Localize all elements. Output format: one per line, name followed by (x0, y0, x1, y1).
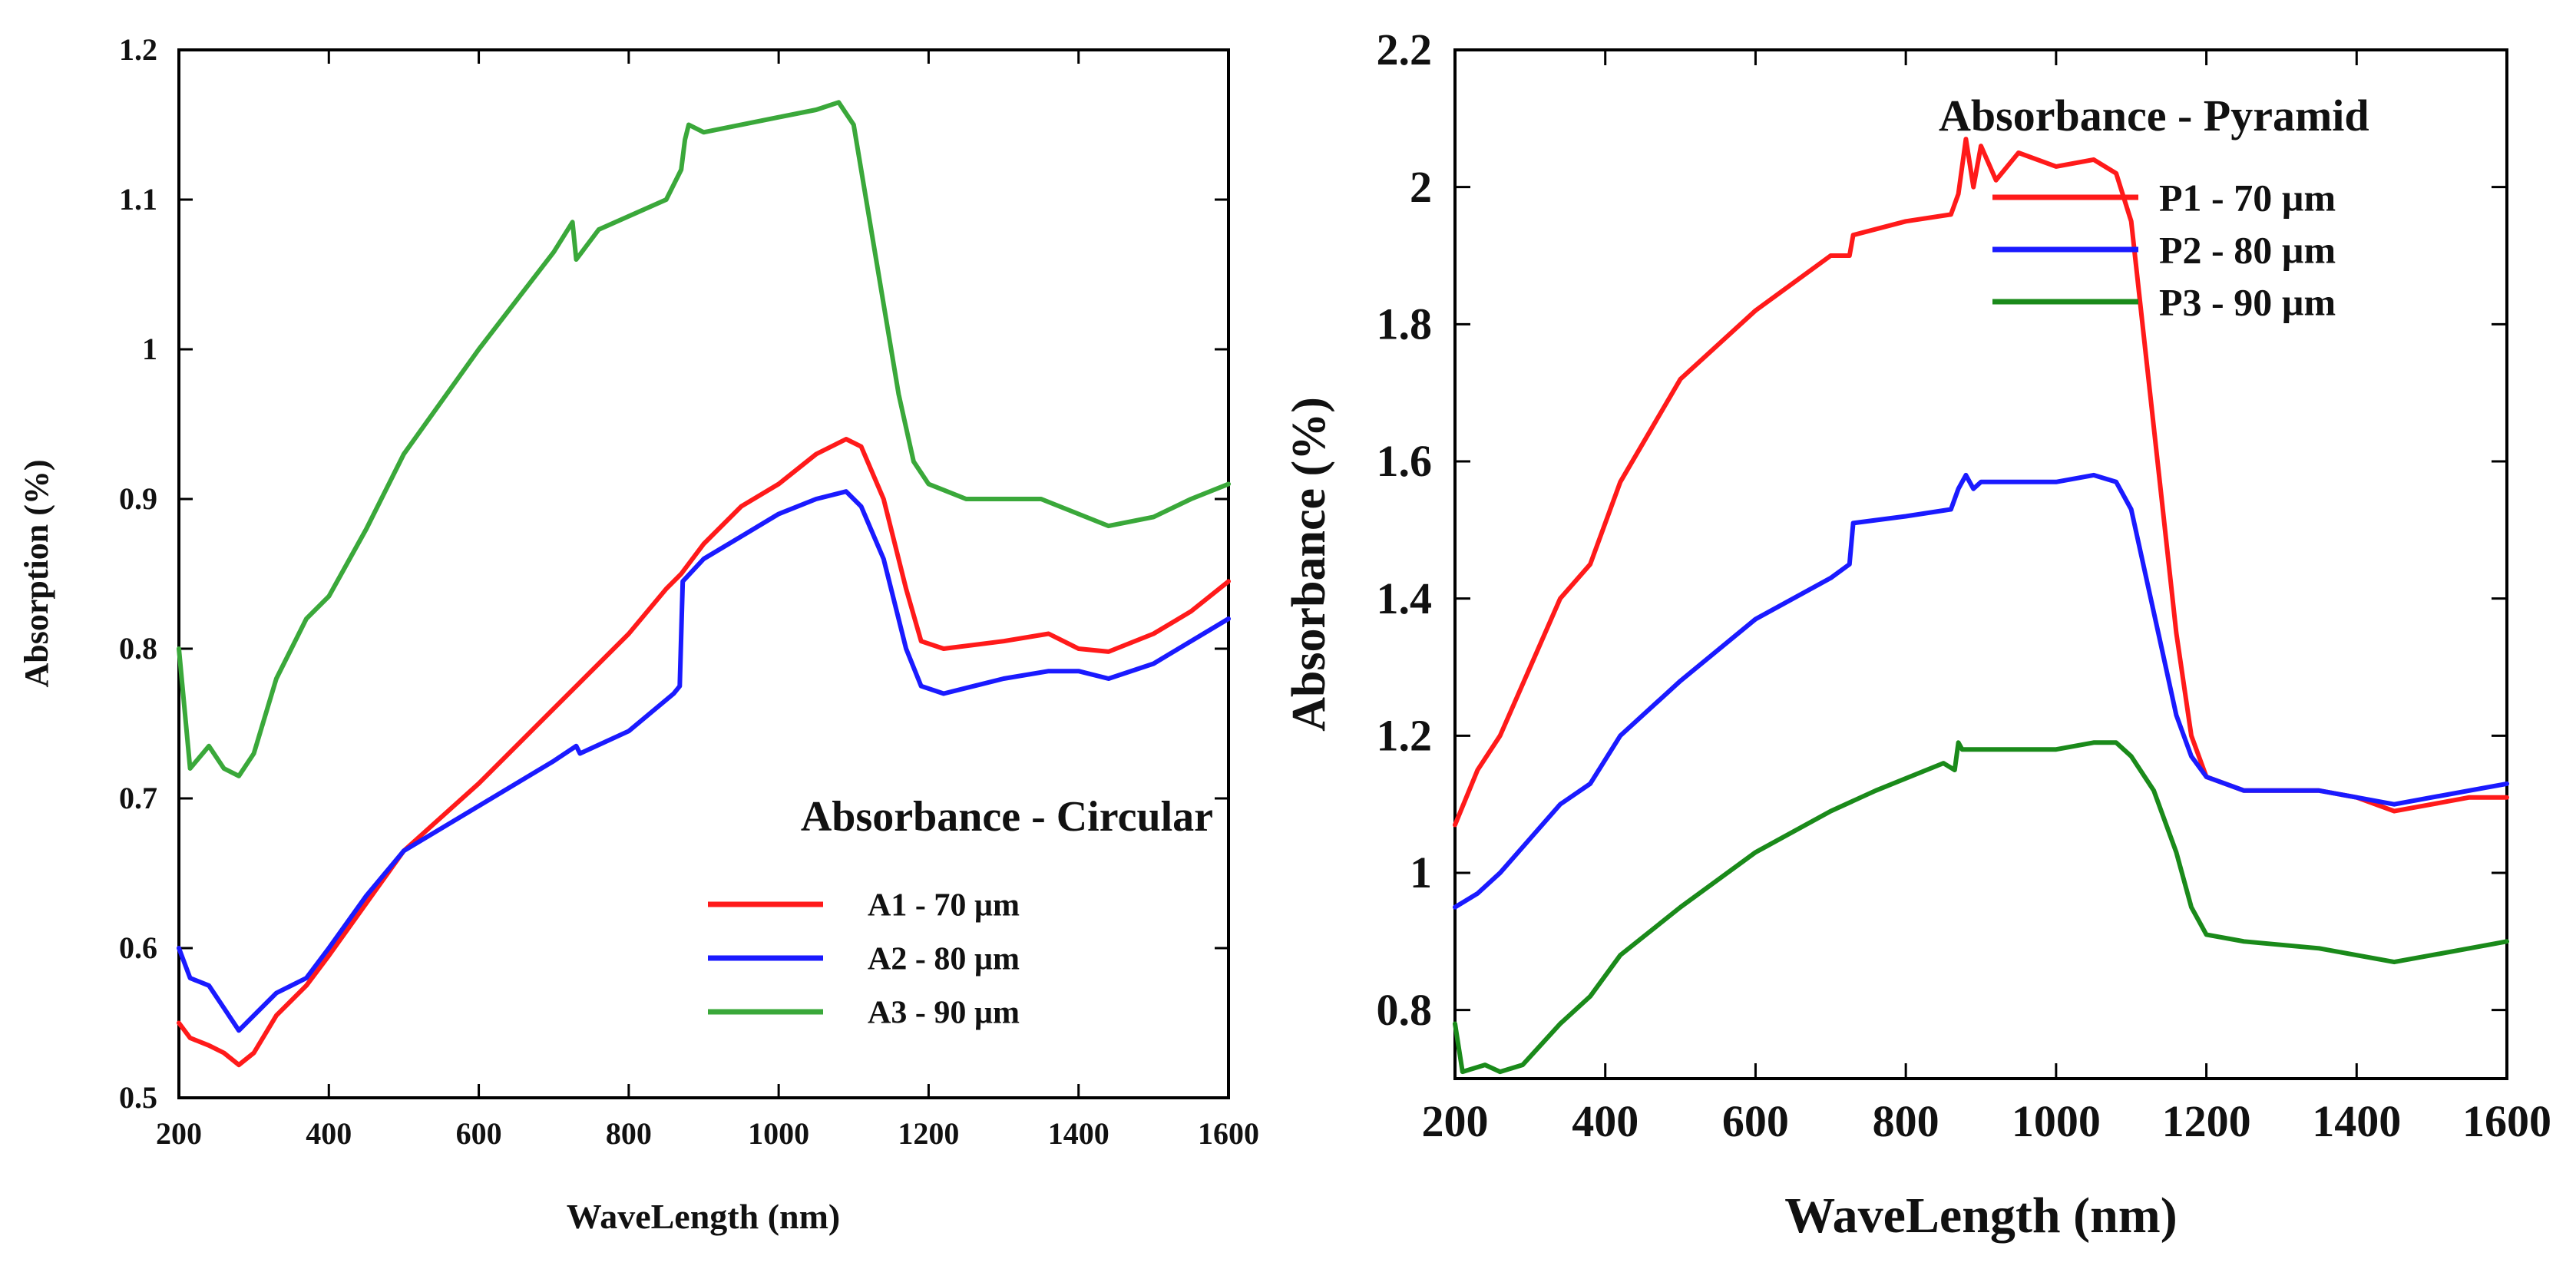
legend-label: P1 - 70 µm (2159, 177, 2336, 220)
y-tick-label: 0.9 (119, 481, 157, 516)
y-tick-label: 2.2 (1377, 25, 1433, 74)
y-axis-label: Absorbance (%) (1283, 397, 1335, 732)
y-tick-label: 1.2 (1377, 710, 1433, 760)
series-line-1 (177, 437, 1231, 1068)
x-tick-label: 1600 (1198, 1116, 1259, 1151)
plot-frame (1453, 48, 2508, 1080)
x-tick-label: 1000 (748, 1116, 809, 1151)
series-line-2 (177, 489, 1231, 1033)
chart-pyramid: 0.8 1 1.2 1.4 1.6 1.8 2 2.2 200 400 600 800 1000 120… (1283, 25, 2551, 1244)
x-tick-labels: 200 400 600 800 1000 1200 1400 1600 (1422, 1096, 2552, 1146)
series-line-2 (1453, 472, 2509, 910)
x-tick-label: 1600 (2462, 1096, 2551, 1146)
legend-title: Absorbance - Circular (801, 793, 1213, 841)
x-tick-label: 800 (1873, 1096, 1939, 1146)
y-tick-label: 1.2 (119, 32, 157, 67)
legend: Absorbance - Circular A1 - 70 µm A2 - 80 … (708, 793, 1213, 1031)
series-line-3 (177, 100, 1231, 778)
y-tick-label: 1 (142, 332, 157, 366)
x-axis-label: WaveLength (nm) (1784, 1188, 2178, 1244)
series-group (177, 100, 1231, 1068)
series-group (1453, 137, 2509, 1075)
y-tick-label: 1.4 (1377, 573, 1433, 623)
x-tick-label: 600 (456, 1116, 502, 1151)
y-tick-label: 0.7 (119, 781, 157, 815)
x-tick-label: 600 (1722, 1096, 1789, 1146)
y-tick-labels: 0.5 0.6 0.7 0.8 0.9 1 1.1 1.2 (119, 32, 157, 1115)
plot-frame (177, 48, 1230, 1099)
y-tick-label: 1.8 (1377, 299, 1433, 349)
x-tick-label: 1400 (2312, 1096, 2401, 1146)
legend-entries: P1 - 70 µm P2 - 80 µm P3 - 90 µm (1992, 177, 2336, 324)
legend-label: A1 - 70 µm (868, 888, 1020, 924)
legend-entries: A1 - 70 µm A2 - 80 µm A3 - 90 µm (708, 888, 1020, 1031)
y-tick-label: 0.6 (119, 930, 157, 965)
x-tick-label: 800 (606, 1116, 652, 1151)
legend-label: P3 - 90 µm (2159, 281, 2336, 324)
x-tick-labels: 200 400 600 800 1000 1200 1400 1600 (156, 1116, 1259, 1151)
y-tick-label: 1 (1410, 848, 1432, 897)
y-tick-label: 1.1 (119, 182, 157, 216)
legend-label: A2 - 80 µm (868, 942, 1020, 977)
y-tick-labels: 0.8 1 1.2 1.4 1.6 1.8 2 2.2 (1377, 25, 1433, 1035)
x-tick-label: 1200 (898, 1116, 959, 1151)
y-tick-label: 0.8 (1377, 985, 1433, 1035)
x-axis-label: WaveLength (nm) (567, 1197, 841, 1236)
series-line-3 (1453, 740, 2509, 1075)
tick-marks (1453, 48, 2508, 1079)
x-tick-label: 1400 (1048, 1116, 1109, 1151)
x-tick-label: 1000 (2012, 1096, 2101, 1146)
y-tick-label: 0.5 (119, 1080, 157, 1115)
y-tick-label: 1.6 (1377, 436, 1433, 486)
chart-circular: 0.5 0.6 0.7 0.8 0.9 1 1.1 1.2 200 400 600 800 1000 1… (18, 32, 1259, 1236)
y-tick-label: 0.8 (119, 631, 157, 666)
legend-title: Absorbance - Pyramid (1939, 91, 2369, 140)
tick-marks (177, 48, 1230, 1099)
x-tick-label: 400 (1572, 1096, 1639, 1146)
y-axis-label: Absorption (%) (18, 459, 55, 687)
legend: Absorbance - Pyramid P1 - 70 µm P2 - 80 µ… (1939, 91, 2369, 324)
legend-label: P2 - 80 µm (2159, 229, 2336, 272)
y-tick-label: 2 (1410, 162, 1432, 212)
x-tick-label: 1200 (2162, 1096, 2251, 1146)
x-tick-label: 200 (1422, 1096, 1489, 1146)
legend-label: A3 - 90 µm (868, 996, 1020, 1031)
x-tick-label: 200 (156, 1116, 202, 1151)
x-tick-label: 400 (306, 1116, 352, 1151)
